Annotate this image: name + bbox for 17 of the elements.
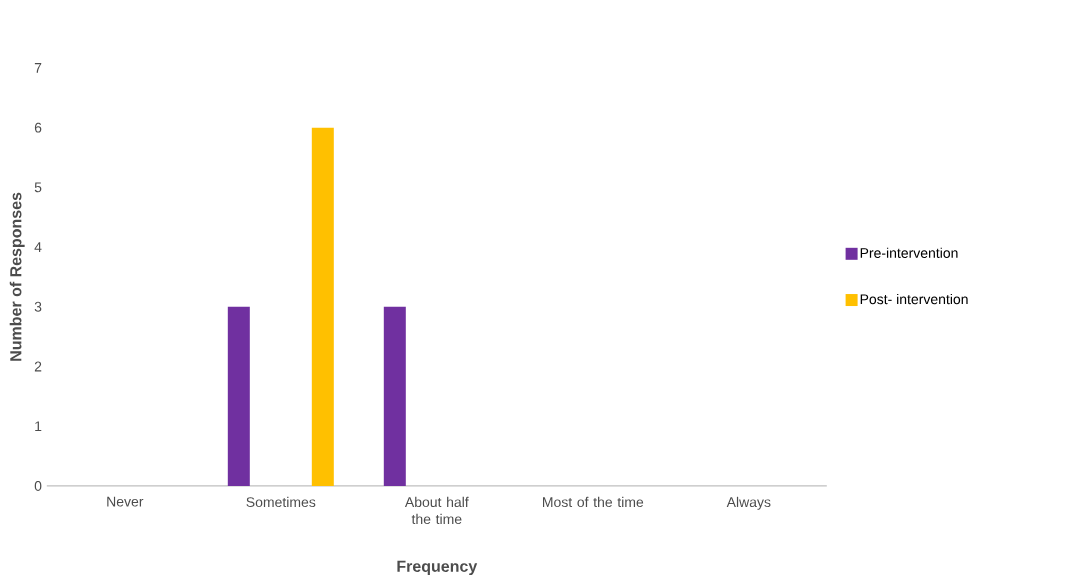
y-tick-label: 3 <box>34 301 42 312</box>
y-tick-label: 0 <box>34 481 42 491</box>
x-tick-label: About half the time <box>404 496 469 525</box>
y-tick-label: 5 <box>34 182 42 193</box>
x-axis-title: Frequency <box>397 560 478 576</box>
x-tick-label: Always <box>726 496 771 510</box>
y-tick-label: 6 <box>34 122 42 133</box>
y-tick-label: 1 <box>35 421 42 432</box>
y-tick-label: 2 <box>34 361 42 372</box>
legend-label: Pre-intervention <box>860 247 958 259</box>
x-tick-label: Most of the time <box>543 496 644 508</box>
y-tick-label: 4 <box>34 242 42 252</box>
x-tick-label: Sometimes <box>246 496 316 508</box>
y-tick-label: 7 <box>34 63 42 73</box>
y-axis-title: Number of Responses <box>9 192 25 361</box>
legend-label: Post- intervention <box>860 294 968 305</box>
x-tick-label: Never <box>107 496 144 507</box>
